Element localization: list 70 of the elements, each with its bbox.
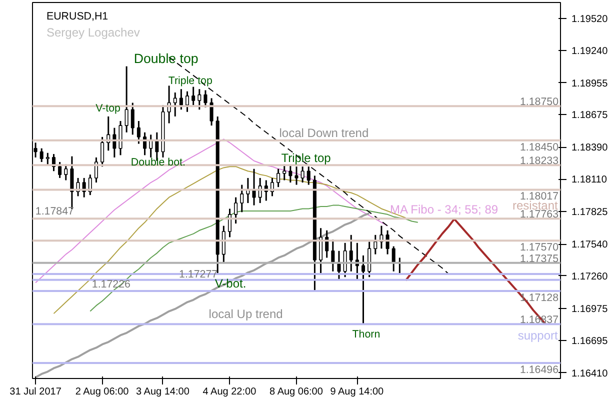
candlestick [179, 88, 183, 110]
candlestick [294, 166, 298, 186]
candlestick [222, 225, 226, 264]
candlestick [276, 168, 280, 188]
candlestick [173, 92, 177, 118]
candlestick [240, 184, 244, 213]
candlestick [130, 102, 134, 136]
candlestick [300, 166, 304, 184]
annotation: support [518, 328, 559, 342]
y-tick-label: 1.16695 [572, 336, 608, 347]
candlestick [331, 238, 335, 272]
candlestick [40, 148, 44, 163]
ref-line-label: 1.17375 [520, 252, 559, 265]
x-tick-label: 4 Aug 22:00 [202, 386, 257, 398]
candlestick [198, 88, 202, 110]
candlestick [282, 164, 286, 181]
y-tick-label: 1.17260 [572, 271, 608, 282]
candlestick [374, 234, 378, 256]
candlestick [349, 234, 353, 272]
annotation: V-top [96, 102, 121, 115]
candlestick [234, 196, 238, 224]
annotation: MA Fibo - 34; 55; 89 [390, 202, 498, 217]
annotation: 1.17847 [35, 205, 74, 218]
annotation: Double bot. [130, 156, 186, 169]
candlestick [343, 242, 347, 278]
candlestick [64, 164, 68, 181]
y-tick-label: 1.18675 [572, 110, 608, 122]
candlestick [319, 227, 323, 274]
candlestick [185, 90, 190, 113]
text: Sergey Logachev [46, 26, 140, 40]
ref-line-label: 1.18450 [520, 141, 559, 154]
annotation: Triple top [168, 75, 212, 88]
ref-line-label: 1.18233 [520, 155, 559, 168]
text: EURUSD,H1 [46, 10, 108, 22]
candlestick [136, 120, 140, 145]
annotation: local Up trend [208, 306, 283, 321]
x-tick-label: 8 Aug 06:00 [270, 386, 324, 398]
candlestick [118, 120, 122, 156]
x-tick-label: 31 Jul 2017 [10, 386, 62, 398]
y-tick-label: 1.19240 [572, 46, 608, 57]
y-tick-label: 1.18390 [572, 142, 608, 154]
candlestick [124, 66, 128, 134]
candlestick [392, 246, 396, 272]
candlestick [228, 208, 232, 238]
candlestick [58, 161, 62, 179]
annotation: Thorn [352, 328, 380, 341]
annotation: local Down trend [279, 126, 369, 140]
y-tick-label: 1.18955 [572, 78, 608, 90]
candlestick [192, 86, 196, 106]
x-tick-label: 3 Aug 14:00 [136, 386, 190, 398]
candlestick [100, 136, 104, 168]
candlestick [204, 89, 208, 108]
annotation: Triple top [281, 150, 332, 165]
ref-line-label: 1.18750 [520, 96, 559, 108]
annotation: Double top [134, 51, 198, 66]
y-tick-label: 1.18110 [572, 174, 608, 186]
candlestick [306, 166, 310, 186]
candlestick [46, 152, 50, 166]
x-tick-label: 2 Aug 06:00 [75, 386, 130, 398]
candlestick [368, 241, 372, 278]
y-tick-label: 1.17540 [572, 240, 608, 251]
candlestick [361, 254, 366, 325]
y-tick-label: 1.17825 [572, 207, 608, 218]
y-tick-label: 1.16975 [572, 304, 608, 315]
y-tick-label: 1.16410 [572, 368, 608, 380]
ref-line-label: 1.16496 [520, 364, 559, 376]
candlestick [288, 164, 292, 184]
ref-line-label: 1.17570 [520, 242, 559, 254]
y-tick-label: 1.19520 [572, 14, 608, 25]
x-tick-label: 9 Aug 14:00 [330, 386, 384, 398]
